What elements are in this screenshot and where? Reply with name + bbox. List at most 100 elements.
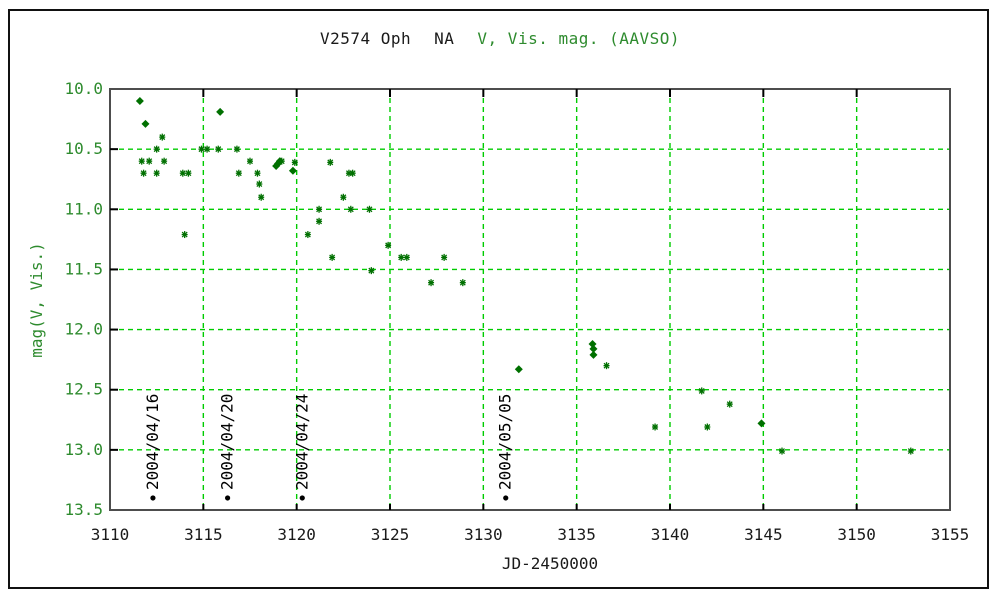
annotation-dot — [225, 495, 231, 501]
data-point-star — [215, 145, 222, 153]
star-name: V2574 Oph — [319, 29, 412, 48]
star-stroke — [349, 170, 356, 177]
star-stroke — [603, 362, 610, 369]
x-tick-label: 3125 — [371, 525, 410, 544]
star-stroke — [428, 279, 435, 286]
data-point-star — [366, 205, 373, 213]
data-point-diamond — [757, 419, 766, 428]
star-stroke — [398, 254, 405, 261]
data-point-diamond — [514, 365, 523, 374]
star-stroke — [291, 159, 298, 166]
data-point-star — [726, 400, 733, 408]
chart-title: V2574 Oph NA V, Vis. mag. (AAVSO) — [0, 29, 1000, 48]
star-stroke — [652, 424, 659, 430]
data-point-diamond — [141, 119, 150, 128]
star-stroke — [340, 194, 347, 201]
star-stroke — [726, 401, 733, 408]
data-point-star — [340, 193, 347, 201]
star-stroke — [153, 146, 160, 153]
star-stroke — [385, 242, 392, 249]
data-point-star — [398, 253, 405, 261]
data-point-star — [368, 267, 375, 275]
star-stroke — [198, 146, 205, 153]
annotation-date-label: 2004/04/24 — [292, 394, 311, 490]
data-point-star — [235, 169, 242, 177]
star-stroke — [368, 267, 375, 274]
y-tick-label: 13.0 — [64, 440, 103, 459]
data-point-star — [304, 231, 311, 239]
data-point-star — [256, 180, 263, 188]
star-stroke — [215, 146, 222, 153]
data-point-star — [204, 145, 211, 153]
data-point-star — [316, 205, 323, 213]
data-point-star — [652, 423, 659, 431]
data-point-star — [181, 231, 188, 239]
x-axis-title: JD-2450000 — [502, 554, 598, 573]
star-stroke — [459, 279, 466, 286]
star-stroke — [204, 146, 211, 153]
star-stroke — [181, 231, 188, 238]
data-point-star — [185, 169, 192, 177]
data-point-star — [327, 158, 334, 166]
data-point-star — [198, 145, 205, 153]
star-stroke — [159, 134, 166, 141]
data-point-star — [291, 158, 298, 166]
x-tick-label: 3130 — [464, 525, 503, 544]
data-point-star — [153, 145, 160, 153]
star-stroke — [698, 387, 705, 394]
data-point-diamond — [589, 344, 598, 353]
data-point-star — [779, 447, 785, 455]
x-tick-label: 3145 — [744, 525, 783, 544]
data-point-star — [233, 145, 240, 153]
observer-code: NA — [434, 29, 455, 48]
x-tick-label: 3120 — [277, 525, 316, 544]
x-tick-label: 3140 — [651, 525, 690, 544]
star-stroke — [347, 206, 354, 213]
x-tick-label: 3150 — [837, 525, 876, 544]
data-point-star — [329, 253, 336, 261]
data-point-star — [140, 169, 147, 177]
data-point-star — [258, 193, 265, 201]
data-point-star — [146, 157, 153, 165]
data-point-star — [159, 133, 166, 141]
data-point-star — [349, 169, 356, 177]
star-stroke — [304, 231, 311, 238]
star-stroke — [161, 158, 168, 165]
annotation-date-label: 2004/04/16 — [143, 394, 162, 490]
data-point-star — [704, 423, 711, 431]
annotation-dot — [150, 495, 156, 501]
y-tick-label: 13.5 — [64, 500, 103, 519]
data-point-star — [385, 241, 392, 249]
star-stroke — [258, 194, 265, 201]
star-stroke — [140, 170, 147, 177]
star-stroke — [256, 181, 263, 187]
star-stroke — [779, 448, 785, 455]
data-point-diamond — [216, 107, 225, 116]
data-point-diamond — [589, 350, 598, 359]
data-point-star — [254, 169, 261, 177]
star-stroke — [179, 170, 186, 177]
data-point-star — [316, 217, 323, 225]
data-point-star — [247, 157, 253, 165]
y-tick-label: 10.0 — [64, 79, 103, 98]
data-point-star — [403, 253, 410, 261]
y-tick-label: 11.5 — [64, 259, 103, 278]
star-stroke — [327, 159, 334, 166]
series-label: V, Vis. mag. (AAVSO) — [477, 29, 681, 48]
annotation-dot — [503, 495, 509, 501]
star-stroke — [907, 448, 914, 455]
plot-border — [109, 88, 951, 511]
y-tick-label: 12.0 — [64, 320, 103, 339]
data-point-star — [698, 387, 705, 395]
data-point-star — [347, 205, 354, 213]
data-point-star — [603, 362, 610, 370]
star-stroke — [153, 170, 160, 177]
data-point-diamond — [288, 166, 297, 175]
y-axis-title: mag(V, Vis.) — [27, 242, 46, 358]
data-point-star — [441, 253, 448, 261]
x-tick-label: 3115 — [184, 525, 223, 544]
star-stroke — [704, 424, 711, 430]
data-point-star — [153, 169, 160, 177]
